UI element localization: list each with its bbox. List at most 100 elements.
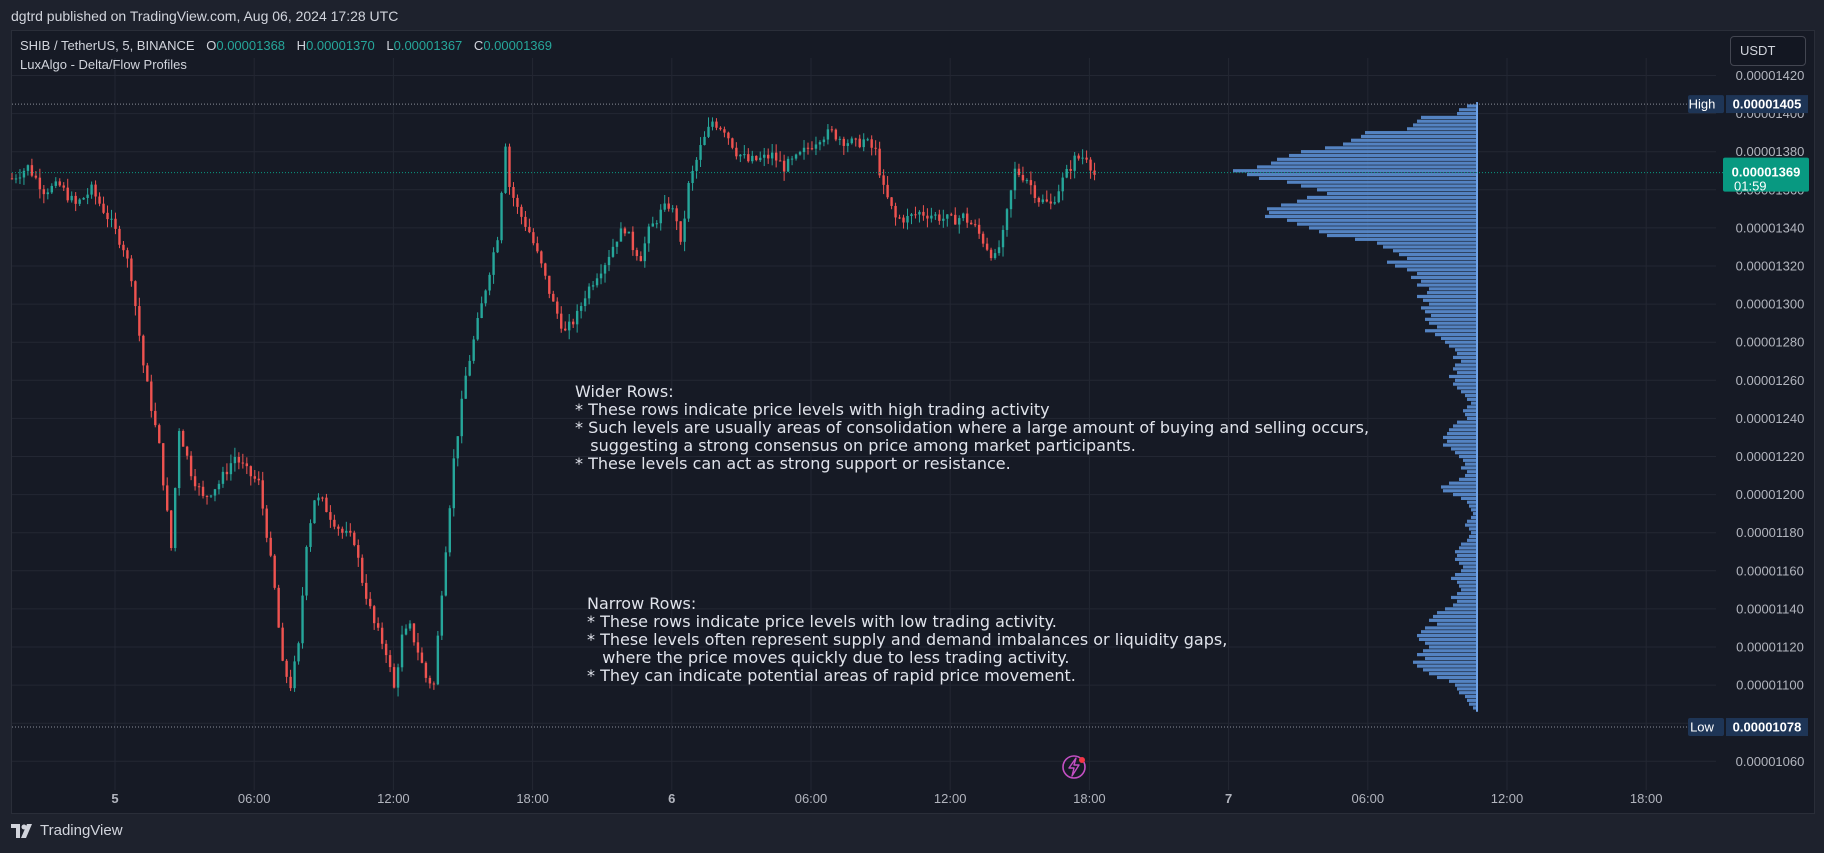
profile-row [1455, 348, 1477, 352]
profile-row [1469, 527, 1477, 531]
profile-row [1459, 454, 1477, 459]
profile-row [1429, 302, 1477, 306]
candle-body [878, 148, 881, 176]
profile-row [1457, 352, 1477, 356]
candle-body [627, 231, 631, 234]
profile-row [1457, 687, 1477, 691]
profile-row [1327, 233, 1477, 238]
candle-body [731, 138, 734, 148]
profile-row [1461, 569, 1477, 573]
profile-row [1465, 523, 1477, 527]
candle-body [82, 197, 85, 200]
profile-row [1297, 222, 1477, 226]
profile-row [1457, 553, 1477, 558]
candle-body [424, 662, 428, 678]
profile-row [1455, 683, 1477, 687]
candle-body [158, 425, 161, 444]
candle-body [492, 252, 495, 275]
candle-body [862, 139, 865, 148]
candle-body [197, 486, 201, 488]
candle-body [719, 127, 722, 130]
chart-panel[interactable] [11, 30, 1815, 814]
candle-body [886, 184, 889, 198]
profile-row [1449, 481, 1477, 485]
current-price-value: 0.00001369 [1732, 165, 1801, 180]
profile-row [1257, 165, 1477, 169]
profile-row [1419, 637, 1477, 641]
candle-body [237, 456, 241, 463]
candle-body [245, 463, 249, 467]
profile-row [1473, 512, 1477, 516]
candle-body [277, 587, 280, 628]
price-tick-label: 0.00001320 [1736, 259, 1805, 274]
candle-body [500, 192, 503, 241]
profile-row [1441, 336, 1477, 340]
candle-body [480, 303, 483, 319]
candle-body [162, 443, 165, 486]
candle-body [337, 526, 340, 529]
note-line: * These levels can act as strong support… [575, 454, 1011, 473]
candle-body [1077, 155, 1080, 159]
candle-body [1017, 168, 1021, 176]
candle-body [1009, 190, 1013, 210]
profile-row [1457, 371, 1477, 375]
profile-row [1437, 675, 1477, 680]
profile-row [1247, 172, 1477, 177]
currency-button[interactable]: USDT [1730, 36, 1806, 66]
profile-row [1459, 546, 1477, 550]
candle-body [508, 146, 511, 187]
candle-body [735, 147, 738, 157]
candle-body [1073, 155, 1076, 171]
profile-row [1395, 264, 1477, 268]
candle-body [770, 152, 774, 159]
profile-row [1309, 226, 1477, 230]
price-tick-label: 0.00001060 [1736, 754, 1805, 769]
profile-row [1459, 477, 1477, 481]
candle-body [782, 160, 786, 172]
profile-row [1461, 390, 1477, 394]
candle-body [623, 228, 627, 234]
high-badge-label: High [1689, 97, 1716, 112]
profile-row [1271, 161, 1477, 165]
candle-body [384, 643, 388, 656]
time-tick-label: 18:00 [1073, 791, 1106, 806]
candle-body [962, 213, 965, 219]
candle-body [532, 232, 535, 244]
profile-row [1413, 123, 1477, 127]
profile-row [1467, 104, 1477, 108]
candle-body [353, 532, 356, 546]
candle-body [934, 214, 937, 216]
profile-row [1465, 412, 1477, 417]
candle-body [767, 154, 770, 159]
candle-body [918, 211, 921, 215]
profile-row [1417, 272, 1477, 276]
low-value: 0.00001367 [393, 38, 463, 53]
lightning-icon[interactable] [1062, 755, 1086, 779]
profile-row [1453, 367, 1477, 371]
profile-row [1383, 245, 1477, 249]
candle-body [62, 185, 65, 188]
indicator-name[interactable]: LuxAlgo - Delta/Flow Profiles [20, 57, 187, 72]
candle-body [138, 306, 141, 336]
candle-body [177, 431, 181, 489]
candle-body [838, 138, 842, 140]
candle-body [571, 321, 575, 325]
candle-body [257, 478, 260, 481]
candle-body [38, 177, 42, 190]
candle-body [376, 623, 380, 628]
profile-row [1407, 268, 1477, 272]
profile-row [1467, 519, 1477, 523]
profile-row [1325, 146, 1477, 150]
candle-body [1025, 180, 1029, 182]
profile-row [1451, 595, 1477, 600]
price-tick-label: 0.00001280 [1736, 335, 1805, 350]
tradingview-logo[interactable]: TradingView [11, 822, 123, 839]
candle-body [173, 488, 177, 549]
candle-body [170, 510, 173, 549]
price-tick-label: 0.00001240 [1736, 411, 1805, 426]
profile-row [1471, 508, 1477, 512]
candle-body [305, 546, 308, 596]
note-line: suggesting a strong consensus on price a… [575, 436, 1136, 455]
profile-row [1277, 157, 1477, 161]
